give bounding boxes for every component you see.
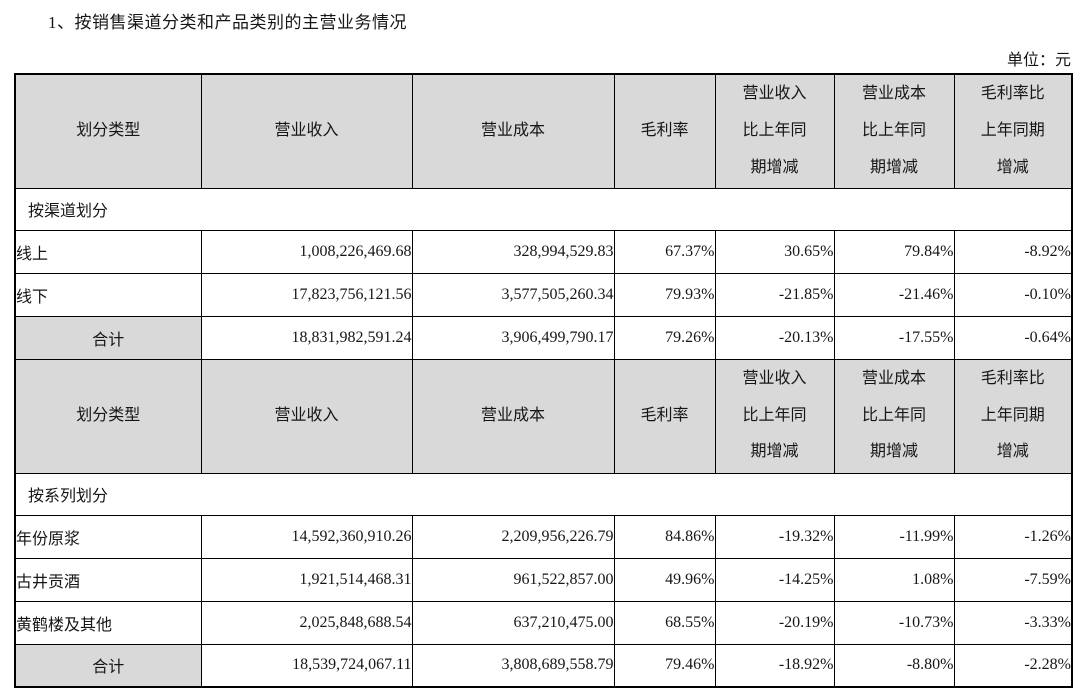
cost-yoy-cell: -8.80% [833,643,955,688]
revenue-yoy-cell: -20.19% [714,600,835,645]
header-category: 划分类型 [14,73,202,189]
header-revenue-yoy: 营业收入比上年同期增减 [714,358,835,474]
total-label: 合计 [14,643,202,688]
revenue-yoy-cell: -19.32% [714,514,835,559]
revenue-yoy-cell: -14.25% [714,557,835,602]
header-revenue-label: 营业收入 [274,406,339,424]
table-row-gujing: 古井贡酒 1,921,514,468.31 961,522,857.00 49.… [14,557,1073,602]
revenue-yoy-cell: -20.13% [714,315,835,360]
revenue-yoy-cell: 30.65% [714,229,835,274]
total-label: 合计 [14,315,202,360]
header-cost-yoy-label: 营业成本比上年同期增减 [861,85,926,176]
cost-cell: 961,522,857.00 [411,557,615,602]
margin-yoy-cell: -0.10% [953,272,1073,317]
section-row-series: 按系列划分 [14,472,1073,516]
header-cost: 营业成本 [411,73,615,189]
row-label: 线上 [14,229,202,274]
table-header-row-series: 划分类型 营业收入 营业成本 毛利率 营业收入比上年同期增减 营业成本比上年同期… [14,358,1073,474]
report-page: 1、按销售渠道分类和产品类别的主营业务情况 单位：元 划分类型 营业收入 营业成… [0,8,1085,688]
margin-yoy-cell: -2.28% [953,643,1073,688]
header-margin: 毛利率 [613,73,716,189]
cost-cell: 2,209,956,226.79 [411,514,615,559]
margin-yoy-cell: -8.92% [953,229,1073,274]
revenue-cell: 1,921,514,468.31 [200,557,413,602]
cost-cell: 637,210,475.00 [411,600,615,645]
row-label: 年份原浆 [14,514,202,559]
header-margin-yoy-label: 毛利率比上年同期增减 [980,85,1045,176]
header-cost-yoy: 营业成本比上年同期增减 [833,73,955,189]
section-row-channel: 按渠道划分 [14,187,1073,231]
margin-yoy-cell: -1.26% [953,514,1073,559]
revenue-cell: 14,592,360,910.26 [200,514,413,559]
header-category-label: 划分类型 [76,406,141,424]
cost-yoy-cell: -17.55% [833,315,955,360]
cost-cell: 3,808,689,558.79 [411,643,615,688]
row-label: 黄鹤楼及其他 [14,600,202,645]
cost-yoy-cell: 79.84% [833,229,955,274]
header-cost-yoy-label: 营业成本比上年同期增减 [861,369,926,461]
row-label: 古井贡酒 [14,557,202,602]
margin-cell: 49.96% [613,557,716,602]
header-margin-yoy-label: 毛利率比上年同期增减 [980,369,1045,461]
margin-yoy-cell: -7.59% [953,557,1073,602]
table-row-channel-total: 合计 18,831,982,591.24 3,906,499,790.17 79… [14,315,1073,360]
cost-cell: 3,577,505,260.34 [411,272,615,317]
revenue-cell: 2,025,848,688.54 [200,600,413,645]
margin-cell: 79.26% [613,315,716,360]
header-revenue: 营业收入 [200,73,413,189]
unit-label: 单位：元 [1006,52,1071,69]
table-row-online: 线上 1,008,226,469.68 328,994,529.83 67.37… [14,229,1073,274]
header-margin: 毛利率 [613,358,716,474]
margin-cell: 67.37% [613,229,716,274]
table-header-row-channel: 划分类型 营业收入 营业成本 毛利率 营业收入比上年同期增减 营业成本比上年同期… [14,73,1073,189]
revenue-cell: 17,823,756,121.56 [200,272,413,317]
revenue-yoy-cell: -21.85% [714,272,835,317]
cost-cell: 3,906,499,790.17 [411,315,615,360]
header-cost-label: 营业成本 [480,406,545,424]
revenue-cell: 18,831,982,591.24 [200,315,413,360]
cost-cell: 328,994,529.83 [411,229,615,274]
margin-yoy-cell: -0.64% [953,315,1073,360]
section-title: 1、按销售渠道分类和产品类别的主营业务情况 [48,13,407,32]
margin-yoy-cell: -3.33% [953,600,1073,645]
header-margin-yoy: 毛利率比上年同期增减 [953,73,1073,189]
section-label-channel: 按渠道划分 [14,187,1073,231]
cost-yoy-cell: 1.08% [833,557,955,602]
margin-cell: 79.93% [613,272,716,317]
header-cost-yoy: 营业成本比上年同期增减 [833,358,955,474]
header-revenue-yoy-label: 营业收入比上年同期增减 [742,369,807,461]
header-cost-label: 营业成本 [480,121,545,139]
header-margin-yoy: 毛利率比上年同期增减 [953,358,1073,474]
margin-cell: 68.55% [613,600,716,645]
cost-yoy-cell: -21.46% [833,272,955,317]
header-cost: 营业成本 [411,358,615,474]
main-business-table: 划分类型 营业收入 营业成本 毛利率 营业收入比上年同期增减 营业成本比上年同期… [14,73,1073,688]
cost-yoy-cell: -11.99% [833,514,955,559]
table-row-offline: 线下 17,823,756,121.56 3,577,505,260.34 79… [14,272,1073,317]
cost-yoy-cell: -10.73% [833,600,955,645]
header-category: 划分类型 [14,358,202,474]
revenue-cell: 18,539,724,067.11 [200,643,413,688]
section-label-series: 按系列划分 [14,472,1073,516]
table-row-series-total: 合计 18,539,724,067.11 3,808,689,558.79 79… [14,643,1073,688]
header-margin-label: 毛利率 [640,121,689,139]
header-revenue: 营业收入 [200,358,413,474]
margin-cell: 84.86% [613,514,716,559]
row-label: 线下 [14,272,202,317]
header-margin-label: 毛利率 [640,406,689,424]
header-revenue-yoy-label: 营业收入比上年同期增减 [742,85,807,176]
header-revenue-label: 营业收入 [274,121,339,139]
table-row-nianfen: 年份原浆 14,592,360,910.26 2,209,956,226.79 … [14,514,1073,559]
margin-cell: 79.46% [613,643,716,688]
table-row-huanghelou: 黄鹤楼及其他 2,025,848,688.54 637,210,475.00 6… [14,600,1073,645]
header-category-label: 划分类型 [76,121,141,139]
header-revenue-yoy: 营业收入比上年同期增减 [714,73,835,189]
revenue-yoy-cell: -18.92% [714,643,835,688]
revenue-cell: 1,008,226,469.68 [200,229,413,274]
